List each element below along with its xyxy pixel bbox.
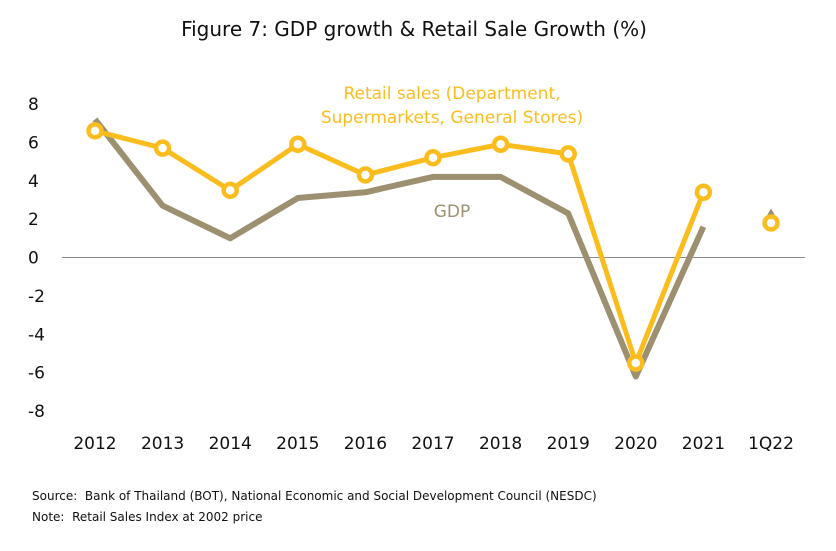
series-line-gdp xyxy=(92,117,707,380)
x-tick-label: 2016 xyxy=(344,434,387,454)
y-axis: 8 6 4 2 0 -2 -4 -6 -8 xyxy=(28,95,45,422)
x-tick-label: 2020 xyxy=(614,434,657,454)
data-point-retail-sales-department-supermarkets-general-stores xyxy=(86,122,104,140)
data-point-retail-sales-department-supermarkets-general-stores xyxy=(627,354,645,372)
y-tick-label: 4 xyxy=(28,172,39,192)
source-note: Source: Bank of Thailand (BOT), National… xyxy=(32,489,597,503)
x-tick-label: 2021 xyxy=(682,434,725,454)
data-point-retail-sales-department-supermarkets-general-stores xyxy=(153,139,172,157)
x-tick-label: 2014 xyxy=(209,434,252,454)
series-line-retail-sales-department-supermarkets-general-stores xyxy=(94,128,706,366)
footnote: Note: Retail Sales Index at 2002 price xyxy=(32,510,263,524)
data-point-retail-sales-department-supermarkets-general-stores xyxy=(559,145,577,163)
y-tick-label: -8 xyxy=(28,402,45,422)
x-tick-label: 2012 xyxy=(73,434,116,454)
series-labels: GDP Retail sales (Department, Supermarkets… xyxy=(321,84,583,222)
data-point-retail-sales-department-supermarkets-general-stores xyxy=(356,166,375,184)
series-label-retail-sales: Retail sales (Department, Supermarkets, G… xyxy=(321,84,583,128)
data-point-retail-sales-department-supermarkets-general-stores xyxy=(491,135,510,154)
y-tick-label: 6 xyxy=(28,133,39,153)
data-point-retail-sales-department-supermarkets-general-stores xyxy=(762,214,780,232)
data-point-gdp xyxy=(766,208,776,217)
y-tick-label: -2 xyxy=(28,287,45,307)
x-tick-label: 1Q22 xyxy=(748,434,794,454)
y-tick-label: -6 xyxy=(28,364,45,384)
x-tick-label: 2017 xyxy=(411,434,454,454)
series-lines xyxy=(92,117,707,380)
series-points xyxy=(86,122,780,372)
x-tick-label: 2015 xyxy=(276,434,319,454)
x-tick-label: 2019 xyxy=(547,434,590,454)
data-point-retail-sales-department-supermarkets-general-stores xyxy=(424,148,442,167)
data-point-retail-sales-department-supermarkets-general-stores xyxy=(289,135,307,154)
series-label-gdp: GDP xyxy=(434,202,471,222)
y-tick-label: 2 xyxy=(28,210,39,230)
x-axis: 2012 2013 2014 2015 2016 2017 2018 2019 2020 2021… xyxy=(73,434,794,454)
x-tick-label: 2013 xyxy=(141,434,184,454)
y-tick-label: 8 xyxy=(28,95,39,115)
y-tick-label: 0 xyxy=(28,249,39,269)
data-point-retail-sales-department-supermarkets-general-stores xyxy=(221,181,239,200)
chart-title: Figure 7: GDP growth & Retail Sale Growt… xyxy=(181,17,647,41)
y-tick-label: -4 xyxy=(28,325,45,345)
data-point-retail-sales-department-supermarkets-general-stores xyxy=(694,183,713,202)
x-tick-label: 2018 xyxy=(479,434,522,454)
